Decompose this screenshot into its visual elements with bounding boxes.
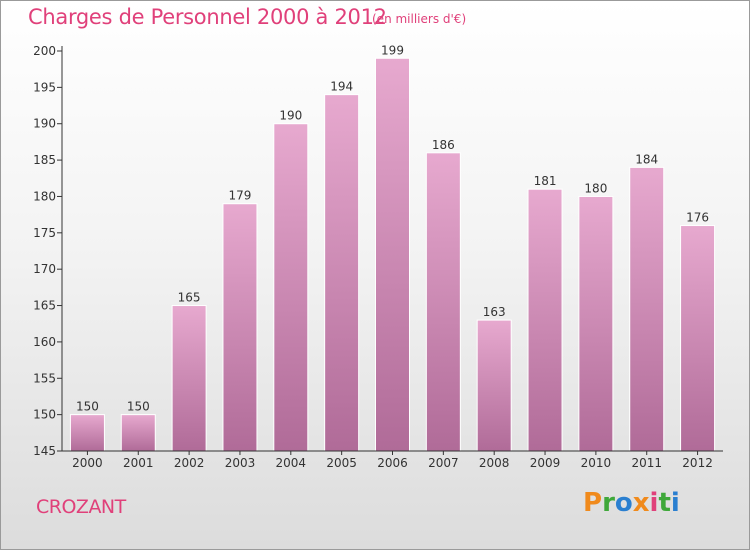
bar [476, 319, 512, 452]
logo-letter: i [670, 488, 680, 518]
bar [425, 152, 461, 452]
bar [273, 123, 309, 452]
logo-letter: x [632, 488, 650, 518]
value-label: 190 [279, 109, 302, 123]
value-label: 181 [534, 174, 557, 188]
x-tick-label: 2006 [377, 456, 408, 470]
logo-letter: t [658, 488, 671, 518]
bar [629, 166, 665, 452]
bar [69, 414, 105, 452]
x-tick-label: 2008 [479, 456, 510, 470]
x-tick-label: 2010 [581, 456, 612, 470]
axes-group [57, 46, 723, 455]
y-tick-label: 170 [33, 262, 56, 276]
y-tick-labels: 145 150 155 160 165 170 175 180 185 190 195 200 [33, 44, 56, 458]
bar [680, 225, 716, 452]
value-label: 150 [76, 400, 99, 414]
x-tick-label: 2002 [174, 456, 205, 470]
value-label: 150 [127, 400, 150, 414]
y-tick-label: 150 [33, 408, 56, 422]
chart-title: Charges de Personnel 2000 à 2012 [28, 5, 387, 29]
logo-letter: i [649, 488, 659, 518]
logo-letter: r [602, 488, 615, 518]
bar [375, 57, 410, 452]
x-tick-label: 2001 [123, 456, 154, 470]
bar [324, 94, 360, 452]
y-tick-label: 155 [33, 371, 56, 385]
y-tick-label: 185 [33, 153, 56, 167]
x-tick-label: 2009 [530, 456, 561, 470]
y-tick-label: 180 [33, 189, 56, 203]
y-tick-label: 175 [33, 226, 56, 240]
value-label: 179 [229, 189, 252, 203]
y-tick-label: 195 [33, 80, 56, 94]
x-tick-label: 2012 [682, 456, 713, 470]
x-tick-label: 2011 [631, 456, 662, 470]
value-labels: 150 150 165 179 190 194 199 186 163 181 180 184 176 [76, 43, 709, 413]
value-label: 163 [483, 305, 506, 319]
x-tick-label: 2000 [72, 456, 103, 470]
y-tick-label: 165 [33, 299, 56, 313]
x-tick-labels: 2000 2001 2002 2003 2004 2005 2006 2007 2008 2009… [72, 456, 713, 470]
bar [222, 203, 258, 452]
value-label: 165 [178, 291, 201, 305]
chart-subtitle: (en milliers d'€) [372, 12, 467, 26]
x-tick-label: 2005 [326, 456, 357, 470]
y-tick-label: 145 [33, 444, 56, 458]
x-tick-label: 2003 [225, 456, 256, 470]
value-label: 194 [330, 80, 353, 94]
bar [578, 195, 614, 452]
bar [120, 414, 156, 452]
x-tick-label: 2007 [428, 456, 459, 470]
bar [527, 188, 563, 452]
bar [171, 305, 207, 452]
y-tick-label: 160 [33, 335, 56, 349]
commune-name: CROZANT [36, 496, 126, 518]
value-label: 184 [635, 152, 658, 166]
bars-group [69, 57, 716, 452]
value-label: 176 [686, 211, 709, 225]
logo-letter: o [614, 488, 633, 518]
x-tick-label: 2004 [276, 456, 307, 470]
value-label: 186 [432, 138, 455, 152]
y-tick-label: 190 [33, 117, 56, 131]
value-label: 199 [381, 43, 404, 57]
proxiti-logo: Proxiti [583, 488, 680, 518]
y-tick-label: 200 [33, 44, 56, 58]
value-label: 180 [584, 181, 607, 195]
logo-letter: P [583, 488, 603, 518]
